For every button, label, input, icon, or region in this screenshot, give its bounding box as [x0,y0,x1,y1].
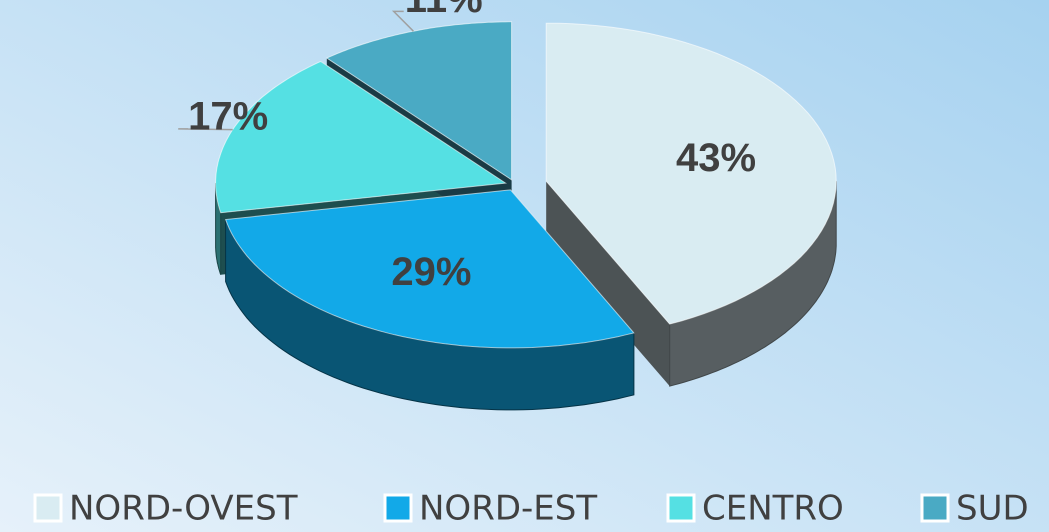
data-label: 17% [188,94,268,138]
slice [545,22,837,325]
data-label: 43% [676,136,756,180]
legend-label: SUD [956,489,1029,529]
legend-swatch [666,493,696,523]
legend-label: NORD-OVEST [69,489,298,529]
legend-swatch [33,493,63,523]
slice-side [546,181,670,387]
legend-label: CENTRO [702,489,844,529]
slice [224,189,635,349]
data-label: 29% [391,250,471,294]
legend-swatch [383,493,413,523]
legend-label: NORD-EST [419,489,597,529]
legend-swatch [920,493,950,523]
leader-line [391,10,414,32]
data-label: 11% [405,0,483,21]
leader-line [178,128,233,131]
